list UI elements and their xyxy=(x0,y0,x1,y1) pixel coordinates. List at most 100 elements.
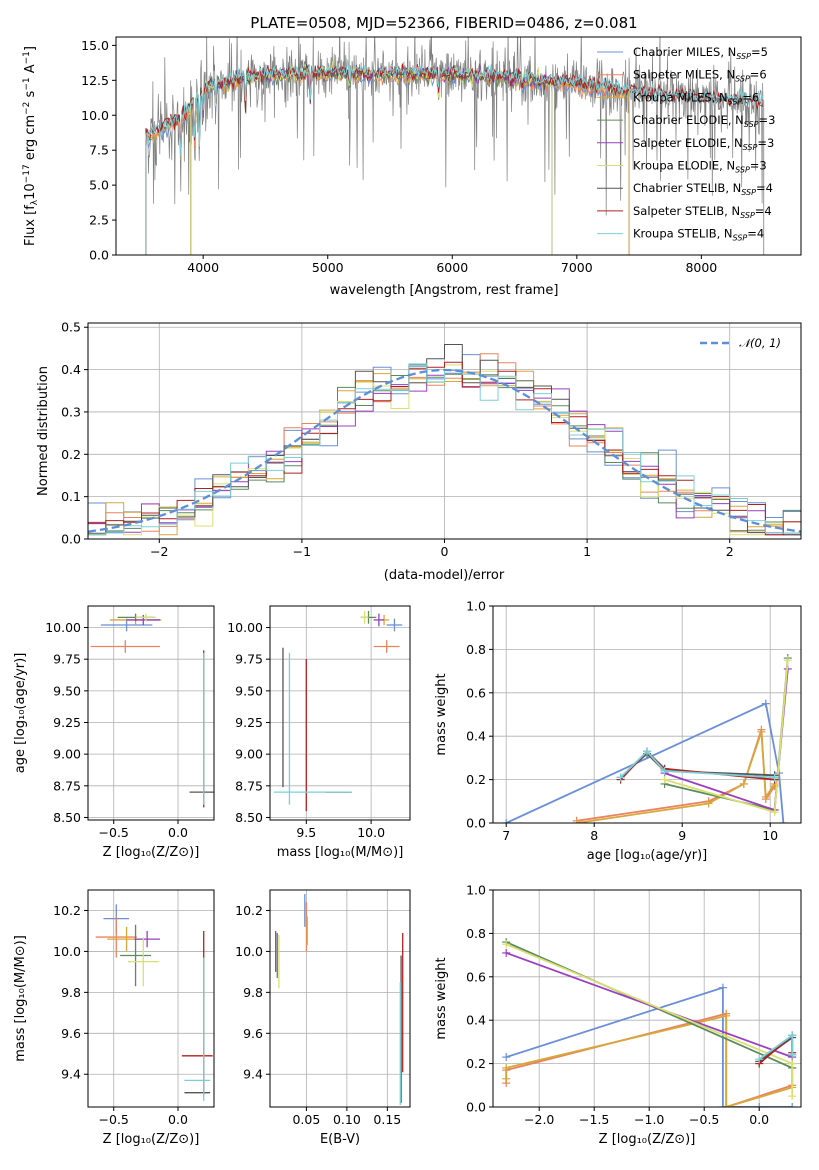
y-tick-label: 8.50 xyxy=(53,810,81,825)
x-tick-label: 7000 xyxy=(561,260,593,275)
model-spectrum-salpeter-stelib xyxy=(145,63,765,255)
legend-entry: Salpeter MILES, NSSP=6 xyxy=(633,68,767,84)
plot-area xyxy=(502,938,797,1107)
y-tick-label: 0.3 xyxy=(61,404,81,419)
normal-legend-label: 𝒩(0, 1) xyxy=(739,336,781,350)
spectrum-title: PLATE=0508, MJD=52366, FIBERID=0486, z=0… xyxy=(250,14,637,32)
y-tick-label: 9.4 xyxy=(243,1067,263,1082)
y-tick-label: 10.0 xyxy=(81,108,109,123)
legend-entry: Chabrier ELODIE, NSSP=3 xyxy=(633,113,775,129)
x-tick-label: 0 xyxy=(441,544,449,559)
x-tick-label: 8000 xyxy=(685,260,717,275)
legend-entry: Chabrier STELIB, NSSP=4 xyxy=(633,181,773,197)
y-tick-label: 0.0 xyxy=(61,532,81,547)
y-tick-label: 0.6 xyxy=(466,685,486,700)
errorbar-salpeter-elodie xyxy=(126,614,160,625)
age-vs-mass-panel: 9.5 10.0 8.50 8.75 9.00 9.25 9.50 9.75 10.00 mass… xyxy=(227,605,411,860)
weight-vs-age-panel: 7 8 9 10 0.0 0.2 0.4 0.6 0.8 1.0 age [log₁₀(age/yr… xyxy=(434,599,802,863)
x-tick-label: 5000 xyxy=(312,260,344,275)
y-tick-label: 15.0 xyxy=(81,38,109,53)
histogram-kroupa-stelib xyxy=(88,363,801,536)
errorbar-salpeter-miles xyxy=(90,640,160,653)
model-spectrum-kroupa-stelib xyxy=(145,59,765,255)
legend-entry: Kroupa ELODIE, NSSP=3 xyxy=(633,159,767,175)
y-tick-label: 9.8 xyxy=(61,985,81,1000)
y-tick-label: 9.50 xyxy=(53,683,81,698)
y-tick-label: 7.5 xyxy=(89,143,109,158)
y-tick-label: 0.0 xyxy=(89,248,109,263)
y-tick-label: 0.4 xyxy=(61,362,81,377)
x-axis-label: Z [log₁₀(Z/Z⊙)] xyxy=(599,1132,696,1147)
y-tick-label: 9.25 xyxy=(235,715,263,730)
y-tick-label: 9.25 xyxy=(53,715,81,730)
y-tick-label: 8.75 xyxy=(53,778,81,793)
x-tick-label: 0.05 xyxy=(292,1112,320,1127)
x-tick-label: −2 xyxy=(150,544,168,559)
weight-series-chabrier-miles xyxy=(502,983,797,1107)
histogram-chabrier-stelib xyxy=(88,344,801,536)
errorbar-kroupa-elodie xyxy=(360,611,369,624)
y-tick-label: 8.75 xyxy=(235,778,263,793)
x-tick-label: 0.0 xyxy=(168,825,188,840)
axes-frame xyxy=(115,36,802,256)
residual-histogram-panel: −2 −1 0 1 2 0.0 0.1 0.2 0.3 0.4 0.5 (data-model)/e… xyxy=(36,320,802,583)
x-tick-label: 2 xyxy=(726,544,734,559)
x-axis-label: age [log₁₀(age/yr)] xyxy=(587,848,708,863)
x-tick-label: 4000 xyxy=(187,260,219,275)
y-tick-label: 9.75 xyxy=(53,652,81,667)
weight-series-kroupa-stelib xyxy=(755,1031,797,1064)
x-tick-label: 8 xyxy=(590,828,598,843)
y-axis-label: mass weight xyxy=(434,957,449,1039)
y-tick-label: 8.50 xyxy=(235,810,263,825)
y-axis-label: mass weight xyxy=(434,673,449,755)
x-tick-label: −0.5 xyxy=(99,825,129,840)
axes-frame xyxy=(492,889,802,1108)
x-tick-label: 0.0 xyxy=(168,1112,188,1127)
y-tick-label: 10.2 xyxy=(235,903,263,918)
y-tick-label: 10.00 xyxy=(45,620,81,635)
x-tick-label: 10.0 xyxy=(357,825,385,840)
y-tick-label: 5.0 xyxy=(89,178,109,193)
weight-vs-metallicity-panel: −2.0 −1.5 −1.0 −0.5 0.0 0.0 0.2 0.4 0.6 0.8 1.0 Z [… xyxy=(434,883,802,1147)
errorbar-salpeter-miles xyxy=(95,916,137,958)
y-tick-label: 0.0 xyxy=(466,1100,486,1115)
y-tick-label: 0.8 xyxy=(466,642,486,657)
y-tick-label: 2.5 xyxy=(89,213,109,228)
mass-vs-metallicity-panel: −0.5 0.0 9.4 9.6 9.8 10.0 10.2 Z [log₁₀(Z/Z⊙)] m… xyxy=(13,889,215,1147)
errorbar-salpeter-elodie xyxy=(373,613,385,627)
y-tick-label: 0.2 xyxy=(61,447,81,462)
x-axis-label: Z [log₁₀(Z/Z⊙)] xyxy=(103,1132,200,1147)
spectrum-ylabel: Flux [fλ10−17 erg cm−2 s−1 A−1] xyxy=(22,46,40,246)
plot-area xyxy=(88,344,801,536)
x-axis-label: E(B-V) xyxy=(320,1132,360,1147)
y-tick-label: 9.00 xyxy=(53,747,81,762)
y-tick-label: 10.00 xyxy=(227,620,263,635)
x-tick-label: −1.0 xyxy=(634,1112,664,1127)
y-tick-label: 9.50 xyxy=(235,683,263,698)
x-tick-label: 0.0 xyxy=(749,1112,769,1127)
y-tick-label: 9.75 xyxy=(235,652,263,667)
x-tick-label: 0.10 xyxy=(333,1112,361,1127)
y-tick-label: 0.4 xyxy=(466,1013,486,1028)
x-tick-label: 0.15 xyxy=(373,1112,401,1127)
x-tick-label: −0.5 xyxy=(689,1112,719,1127)
weight-series-kroupa-elodie xyxy=(660,656,792,817)
observed-spectrum-line xyxy=(145,37,764,216)
spectrum-legend: Chabrier MILES, NSSP=5 Salpeter MILES, NS… xyxy=(597,45,775,243)
axes-frame xyxy=(269,605,411,821)
axes-frame xyxy=(269,889,411,1108)
y-axis-label: mass [log₁₀(M/M⊙)] xyxy=(13,935,28,1062)
y-tick-label: 0.2 xyxy=(466,772,486,787)
axes-frame xyxy=(492,605,802,824)
plot-area xyxy=(273,611,403,812)
y-tick-label: 0.2 xyxy=(466,1056,486,1071)
x-tick-label: −1 xyxy=(293,544,311,559)
y-tick-label: 9.6 xyxy=(243,1026,263,1041)
x-tick-label: 1 xyxy=(583,544,591,559)
y-tick-label: 0.0 xyxy=(466,816,486,831)
plot-area xyxy=(95,904,213,1101)
spectrum-panel: 4000 5000 6000 7000 8000 0.0 2.5 5.0 7.5 10.0 12.5… xyxy=(22,14,802,298)
y-tick-label: 9.6 xyxy=(61,1026,81,1041)
plot-area xyxy=(145,37,765,255)
